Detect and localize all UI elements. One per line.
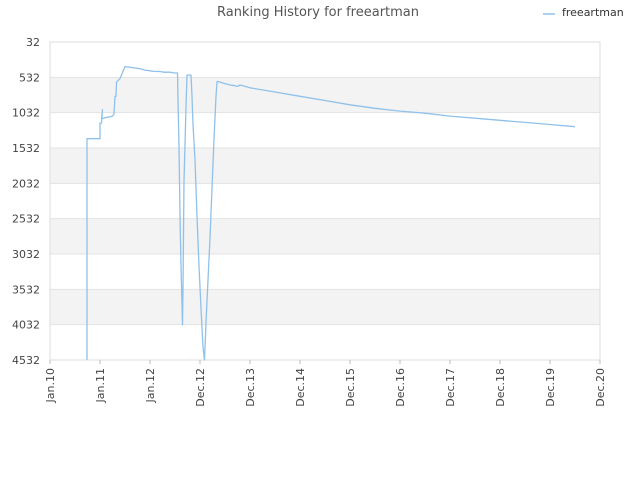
x-tick-label: Jan.12 xyxy=(144,368,157,403)
y-tick-label: 1032 xyxy=(12,107,40,120)
grid-band xyxy=(50,77,600,113)
plot-area: 32 532 1032 1532 2032 2532 3032 3532 4032 4532 Jan… xyxy=(12,36,607,407)
x-tick-label: Jan.10 xyxy=(44,368,57,403)
x-tick-label: Dec.19 xyxy=(544,368,557,407)
legend-label-freeartman: freeartman xyxy=(562,6,624,19)
x-tick-label: Dec.12 xyxy=(194,368,207,407)
y-tick-label: 4032 xyxy=(12,319,40,332)
x-tick-label: Dec.18 xyxy=(494,368,507,407)
plot-frame xyxy=(49,41,601,361)
y-tick-label: 32 xyxy=(26,36,40,49)
y-tick-label: 3032 xyxy=(12,248,40,261)
grid-band xyxy=(50,218,600,254)
legend: freeartman xyxy=(543,6,624,19)
chart-title: Ranking History for freeartman xyxy=(217,5,419,20)
x-tick-label: Dec.17 xyxy=(444,368,457,407)
x-tick-label: Dec.13 xyxy=(244,368,257,407)
x-tick-label: Dec.15 xyxy=(344,368,357,407)
x-tick-label: Dec.16 xyxy=(394,368,407,407)
x-tick-label: Dec.14 xyxy=(294,368,307,407)
grid-band xyxy=(50,148,600,184)
y-tick-label: 2032 xyxy=(12,177,40,190)
x-tick-label: Dec.20 xyxy=(594,368,607,407)
y-tick-label: 3532 xyxy=(12,283,40,296)
y-tick-label: 532 xyxy=(19,71,40,84)
y-tick-label: 4532 xyxy=(12,354,40,367)
series-line-freeartman xyxy=(86,65,576,361)
grid-band xyxy=(50,289,600,325)
x-tick-label: Jan.11 xyxy=(94,368,107,403)
y-tick-label: 2532 xyxy=(12,213,40,226)
y-tick-label: 1532 xyxy=(12,142,40,155)
